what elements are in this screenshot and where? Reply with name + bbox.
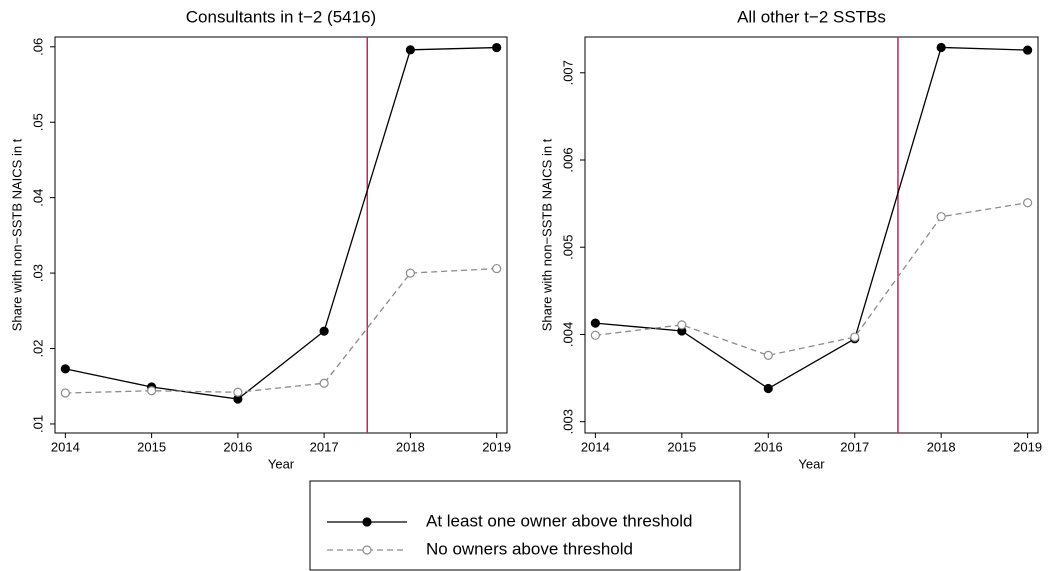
point (763, 350, 773, 360)
legend-marker (362, 545, 372, 555)
point (590, 330, 600, 340)
point (319, 326, 329, 336)
point (1023, 45, 1033, 55)
x-tick-label: 2014 (51, 439, 80, 454)
y-tick-label: .06 (30, 38, 45, 56)
point (233, 387, 243, 397)
chart-title: Consultants in t−2 (5416) (186, 7, 376, 26)
point (936, 212, 946, 222)
plot-frame (54, 36, 508, 434)
x-tick-label: 2018 (396, 439, 425, 454)
x-tick-label: 2016 (754, 439, 783, 454)
point (1023, 198, 1033, 208)
x-tick-label: 2019 (1013, 439, 1042, 454)
y-tick-label: .004 (560, 322, 575, 347)
x-tick-label: 2016 (223, 439, 252, 454)
x-tick-label: 2017 (310, 439, 339, 454)
point (60, 364, 70, 374)
legend-box (309, 480, 741, 571)
point (850, 332, 860, 342)
plot-frame (584, 36, 1039, 434)
point (492, 42, 502, 53)
y-tick-label: .05 (30, 113, 45, 131)
legend-marker (362, 517, 372, 527)
y-tick-label: .04 (30, 189, 45, 207)
y-tick-label: .02 (30, 339, 45, 357)
chart-title: All other t−2 SSTBs (737, 7, 886, 26)
y-tick-label: .03 (30, 264, 45, 282)
x-tick-label: 2014 (581, 439, 610, 454)
point (936, 42, 946, 53)
point (60, 388, 70, 398)
point (405, 268, 415, 278)
point (147, 386, 157, 396)
series-line (595, 202, 1028, 357)
series-line (595, 46, 1028, 390)
y-tick-label: .007 (560, 60, 575, 85)
x-axis-title: Year (268, 456, 295, 471)
legend-label: At least one owner above threshold (426, 511, 693, 530)
point (492, 263, 502, 274)
series-line (65, 46, 497, 400)
x-tick-label: 2018 (927, 439, 956, 454)
x-axis-title: Year (798, 456, 825, 471)
y-axis-title: Share with non−SSTB NAICS in t (539, 138, 554, 331)
x-tick-label: 2015 (137, 439, 166, 454)
y-tick-label: .006 (560, 147, 575, 172)
series-line (65, 267, 497, 394)
point (405, 45, 415, 55)
y-tick-label: .003 (560, 409, 575, 434)
point (763, 383, 773, 394)
y-axis-title: Share with non−SSTB NAICS in t (9, 138, 24, 331)
legend-label: No owners above threshold (426, 539, 633, 558)
x-tick-label: 2017 (840, 439, 869, 454)
point (590, 318, 600, 328)
y-tick-label: .01 (30, 415, 45, 433)
point (319, 378, 329, 388)
point (677, 320, 687, 330)
x-tick-label: 2019 (482, 439, 511, 454)
x-tick-label: 2015 (667, 439, 696, 454)
y-tick-label: .005 (560, 235, 575, 260)
